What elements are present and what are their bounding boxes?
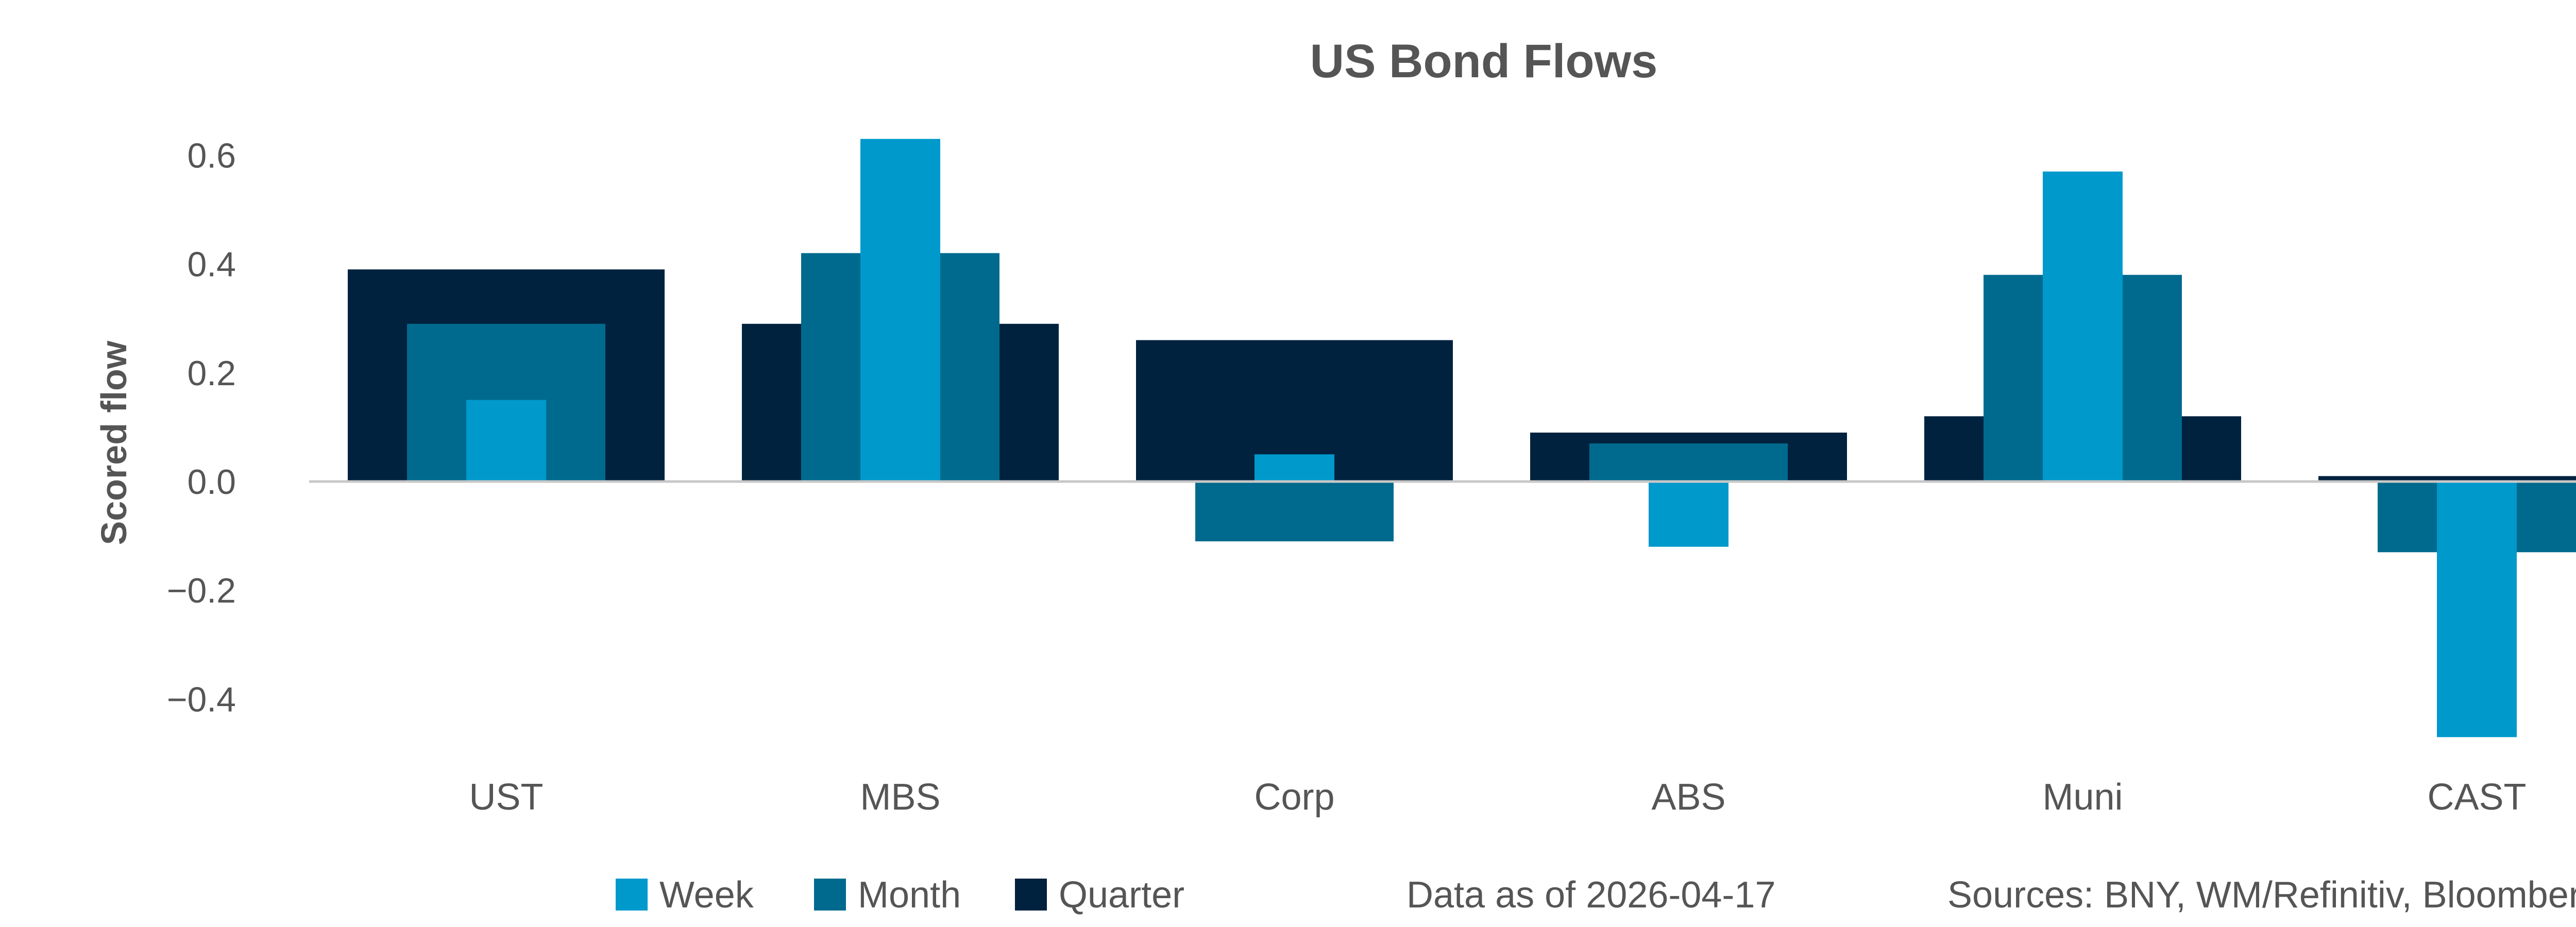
- bar-week-ust: [466, 400, 546, 482]
- bars: [348, 139, 2576, 737]
- y-tick-label: −0.4: [167, 680, 236, 719]
- sources-note: Sources: BNY, WM/Refinitiv, Bloomberg: [1947, 874, 2576, 916]
- legend-swatch-quarter: [1015, 879, 1047, 911]
- category-label: UST: [469, 777, 544, 818]
- y-tick-label: 0.6: [187, 136, 236, 175]
- y-tick-label: 0.0: [187, 462, 236, 502]
- category-labels: UST MBS Corp ABS Muni CAST: [469, 777, 2527, 818]
- legend-label-week: Week: [659, 874, 754, 916]
- bar-month-abs: [1589, 443, 1788, 482]
- chart-title: US Bond Flows: [1310, 35, 1658, 88]
- category-label: Corp: [1254, 777, 1334, 818]
- category-label: ABS: [1651, 777, 1725, 818]
- legend-label-quarter: Quarter: [1059, 874, 1184, 916]
- bar-week-abs: [1649, 482, 1728, 547]
- y-tick-label: −0.2: [167, 571, 236, 610]
- category-label: MBS: [860, 777, 940, 818]
- y-tick-label: 0.4: [187, 245, 236, 284]
- data-date-note: Data as of 2026-04-17: [1406, 874, 1775, 916]
- y-axis-label: Scored flow: [94, 340, 134, 545]
- y-tick-labels: 0.6 0.4 0.2 0.0 −0.2 −0.4: [167, 136, 236, 719]
- bar-week-cast: [2437, 482, 2517, 737]
- legend-label-month: Month: [858, 874, 961, 916]
- y-tick-label: 0.2: [187, 354, 236, 393]
- bar-month-corp: [1195, 482, 1394, 542]
- legend: Week Month Quarter: [616, 874, 1184, 916]
- bar-week-corp: [1255, 454, 1334, 482]
- bar-week-muni: [2043, 171, 2123, 482]
- legend-swatch-week: [616, 879, 648, 911]
- bar-quarter-cast: [2318, 476, 2576, 482]
- bar-week-mbs: [860, 139, 940, 482]
- category-label: CAST: [2427, 777, 2526, 818]
- category-label: Muni: [2042, 777, 2123, 818]
- legend-swatch-month: [814, 879, 846, 911]
